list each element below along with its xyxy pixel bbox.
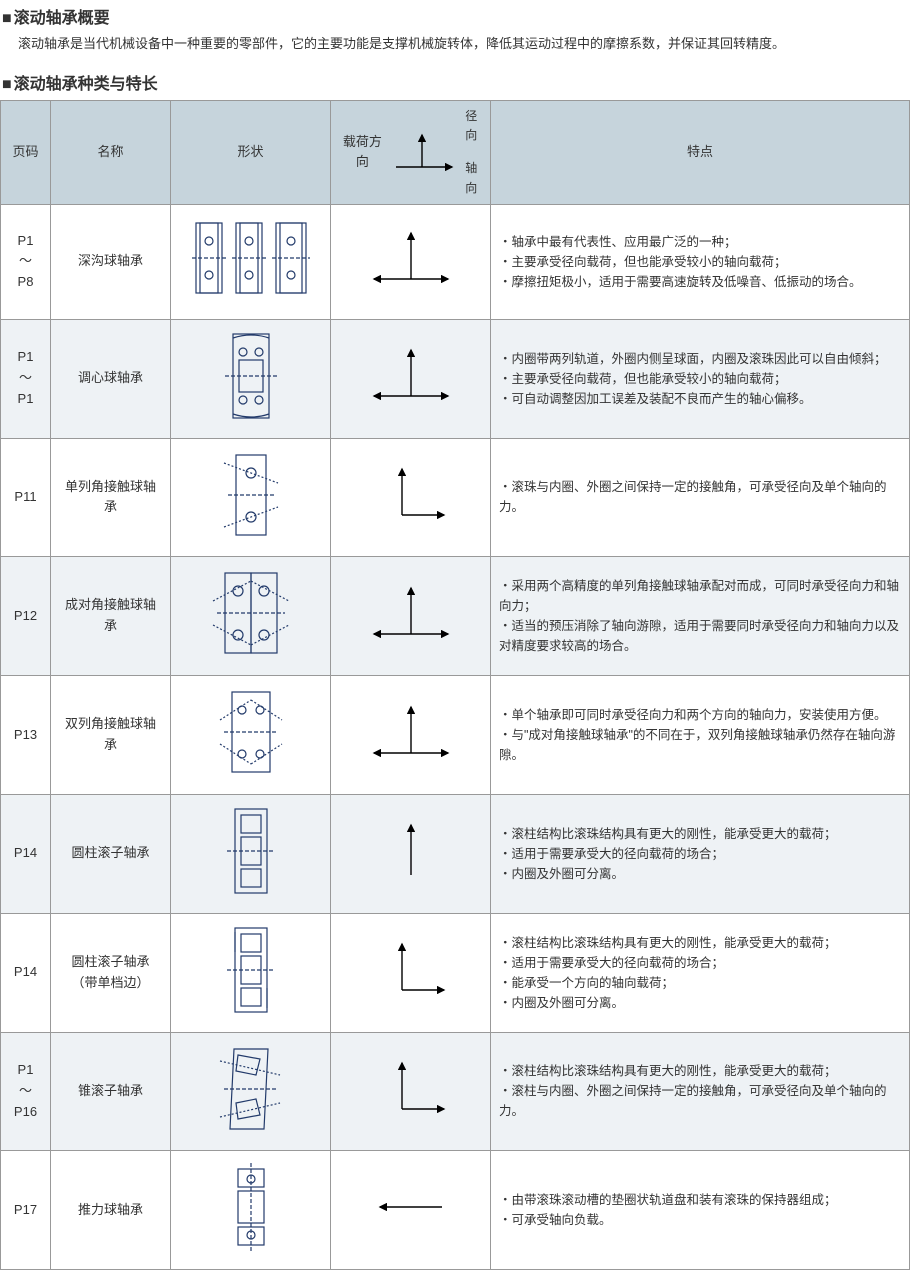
page-cell: P11 — [1, 438, 51, 557]
shape-cell — [171, 319, 331, 438]
shape-cell — [171, 438, 331, 557]
name-cell: 成对角接触球轴承 — [51, 557, 171, 676]
page-cell: P1～P16 — [1, 1032, 51, 1151]
shape-cell — [171, 204, 331, 319]
header-load-axial: 轴向 — [460, 159, 482, 197]
overview-section: 滚动轴承概要 滚动轴承是当代机械设备中一种重要的零部件，它的主要功能是支撑机械旋… — [0, 0, 910, 66]
load-cell — [331, 1032, 491, 1151]
load-cell — [331, 676, 491, 795]
table-row: P12成对角接触球轴承 ・采用两个高精度的单列角接触球轴承配对而成，可同时承受径… — [1, 557, 910, 676]
name-cell: 单列角接触球轴承 — [51, 438, 171, 557]
table-row: P1～P1调心球轴承 ・内圈带两列轨道，外圈内侧呈球面，内圈及滚珠因此可以自由倾… — [1, 319, 910, 438]
name-cell: 圆柱滚子轴承 — [51, 794, 171, 913]
load-cell — [331, 557, 491, 676]
load-cell — [331, 913, 491, 1032]
page-cell: P13 — [1, 676, 51, 795]
table-header-row: 页码 名称 形状 载荷方向 — [1, 100, 910, 204]
load-header-icon — [392, 129, 455, 175]
overview-intro: 滚动轴承是当代机械设备中一种重要的零部件，它的主要功能是支撑机械旋转体，降低其运… — [0, 34, 910, 67]
table-row: P14圆柱滚子轴承 ・滚柱结构比滚珠结构具有更大的刚性，能承受更大的载荷；・适用… — [1, 794, 910, 913]
features-cell: ・滚柱结构比滚珠结构具有更大的刚性，能承受更大的载荷；・滚柱与内圈、外圈之间保持… — [491, 1032, 910, 1151]
bearing-types-table: 页码 名称 形状 载荷方向 — [0, 100, 910, 1270]
name-cell: 双列角接触球轴承 — [51, 676, 171, 795]
overview-title: 滚动轴承概要 — [0, 0, 910, 34]
shape-cell — [171, 557, 331, 676]
features-cell: ・轴承中最有代表性、应用最广泛的一种；・主要承受径向载荷，但也能承受较小的轴向载… — [491, 204, 910, 319]
load-cell — [331, 319, 491, 438]
types-title: 滚动轴承种类与特长 — [0, 66, 910, 100]
page-cell: P14 — [1, 794, 51, 913]
features-cell: ・内圈带两列轨道，外圈内侧呈球面，内圈及滚珠因此可以自由倾斜；・主要承受径向载荷… — [491, 319, 910, 438]
name-cell: 圆柱滚子轴承（带单档边） — [51, 913, 171, 1032]
header-load-label: 载荷方向 — [339, 132, 386, 174]
page-cell: P12 — [1, 557, 51, 676]
name-cell: 锥滚子轴承 — [51, 1032, 171, 1151]
load-cell — [331, 438, 491, 557]
shape-cell — [171, 794, 331, 913]
header-load-radial: 径向 — [460, 107, 482, 145]
header-features: 特点 — [491, 100, 910, 204]
load-cell — [331, 794, 491, 913]
table-row: P1～P16锥滚子轴承 ・滚柱结构比滚珠结构具有更大的刚性，能承受更大的载荷；・… — [1, 1032, 910, 1151]
shape-cell — [171, 913, 331, 1032]
page-cell: P17 — [1, 1151, 51, 1270]
features-cell: ・采用两个高精度的单列角接触球轴承配对而成，可同时承受径向力和轴向力；・适当的预… — [491, 557, 910, 676]
page-cell: P1～P8 — [1, 204, 51, 319]
table-row: P1～P8深沟球轴承 ・轴承中最有代表性、应用最广泛的一种；・主要承受径向载荷，… — [1, 204, 910, 319]
name-cell: 深沟球轴承 — [51, 204, 171, 319]
table-row: P13双列角接触球轴承 ・单个轴承即可同时承受径向力和两个方向的轴向力，安装使用… — [1, 676, 910, 795]
table-row: P17推力球轴承 ・由带滚珠滚动槽的垫圈状轨道盘和装有滚珠的保持器组成；・可承受… — [1, 1151, 910, 1270]
header-shape: 形状 — [171, 100, 331, 204]
name-cell: 推力球轴承 — [51, 1151, 171, 1270]
shape-cell — [171, 676, 331, 795]
header-load: 载荷方向 径向 轴向 — [331, 100, 491, 204]
features-cell: ・由带滚珠滚动槽的垫圈状轨道盘和装有滚珠的保持器组成；・可承受轴向负载。 — [491, 1151, 910, 1270]
table-row: P11单列角接触球轴承 ・滚珠与内圈、外圈之间保持一定的接触角，可承受径向及单个… — [1, 438, 910, 557]
features-cell: ・单个轴承即可同时承受径向力和两个方向的轴向力，安装使用方便。・与"成对角接触球… — [491, 676, 910, 795]
table-row: P14圆柱滚子轴承（带单档边） ・滚柱结构比滚珠结构具有更大的刚性，能承受更大的… — [1, 913, 910, 1032]
page-cell: P14 — [1, 913, 51, 1032]
header-name: 名称 — [51, 100, 171, 204]
load-cell — [331, 1151, 491, 1270]
shape-cell — [171, 1032, 331, 1151]
page-cell: P1～P1 — [1, 319, 51, 438]
shape-cell — [171, 1151, 331, 1270]
features-cell: ・滚柱结构比滚珠结构具有更大的刚性，能承受更大的载荷；・适用于需要承受大的径向载… — [491, 794, 910, 913]
features-cell: ・滚珠与内圈、外圈之间保持一定的接触角，可承受径向及单个轴向的力。 — [491, 438, 910, 557]
load-cell — [331, 204, 491, 319]
features-cell: ・滚柱结构比滚珠结构具有更大的刚性，能承受更大的载荷；・适用于需要承受大的径向载… — [491, 913, 910, 1032]
header-page: 页码 — [1, 100, 51, 204]
name-cell: 调心球轴承 — [51, 319, 171, 438]
